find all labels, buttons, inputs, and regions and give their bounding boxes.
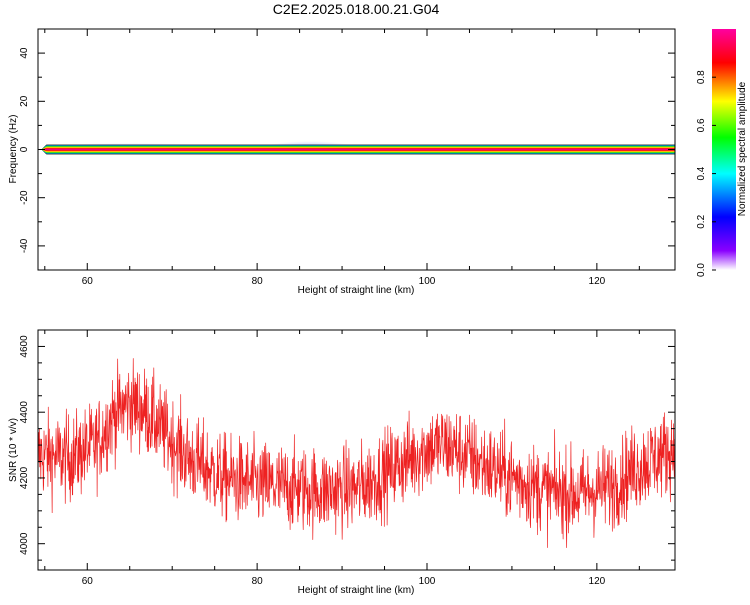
snr-x-axis: 60 80 100 120 xyxy=(44,330,640,587)
colorbar-label: Normalized spectral amplitude xyxy=(737,81,748,216)
spectrogram-panel: 60 80 100 120 -40 -20 0 20 40 Height of straigh… xyxy=(8,28,676,296)
colorbar-tick-label: 0.0 xyxy=(696,263,707,277)
spectrogram-y-label: Frequency (Hz) xyxy=(8,115,19,184)
spectrogram-x-label: Height of straight line (km) xyxy=(298,285,415,296)
colorbar-tick-label: 0.6 xyxy=(696,118,707,132)
y-tick-label: 4200 xyxy=(19,466,30,489)
colorbar-tick-label: 0.2 xyxy=(696,214,707,228)
x-tick-label: 120 xyxy=(589,576,606,587)
y-tick-label: -20 xyxy=(19,190,30,205)
snr-panel: 60 80 100 120 4000 4200 4400 4600 Height of st… xyxy=(8,329,676,596)
y-tick-label: 4000 xyxy=(19,532,30,555)
x-tick-label: 60 xyxy=(82,576,94,587)
colorbar-tick-label: 0.4 xyxy=(696,166,707,180)
frequency-band xyxy=(41,144,675,155)
x-tick-label: 100 xyxy=(419,576,436,587)
x-tick-label: 120 xyxy=(589,276,606,287)
y-tick-label: 40 xyxy=(19,47,30,59)
snr-plot-frame xyxy=(37,329,676,571)
x-tick-label: 80 xyxy=(252,276,264,287)
snr-y-label: SNR (10 * v/v) xyxy=(8,418,19,482)
colorbar: 0.0 0.2 0.4 0.6 0.8 Normalized spectral ampl… xyxy=(696,29,748,277)
y-tick-label: 20 xyxy=(19,95,30,107)
x-tick-label: 100 xyxy=(419,276,436,287)
colorbar-ticks: 0.0 0.2 0.4 0.6 0.8 xyxy=(696,70,716,277)
figure-title: C2E2.2025.018.00.21.G04 xyxy=(273,1,440,17)
snr-series-line xyxy=(38,358,675,548)
band-core xyxy=(41,148,675,151)
y-tick-label: 4600 xyxy=(19,335,30,358)
spectrogram-y-axis: -40 -20 0 20 40 xyxy=(19,28,675,271)
y-tick-label: 4400 xyxy=(19,401,30,424)
colorbar-tick-label: 0.8 xyxy=(696,70,707,84)
spectrogram-x-axis: 60 80 100 120 xyxy=(44,29,640,287)
y-tick-label: -40 xyxy=(19,238,30,253)
colorbar-gradient xyxy=(712,29,736,270)
snr-x-label: Height of straight line (km) xyxy=(298,585,415,596)
x-tick-label: 80 xyxy=(252,576,264,587)
x-tick-label: 60 xyxy=(82,276,94,287)
snr-y-axis: 4000 4200 4400 4600 xyxy=(19,329,675,561)
y-tick-label: 0 xyxy=(19,146,30,152)
